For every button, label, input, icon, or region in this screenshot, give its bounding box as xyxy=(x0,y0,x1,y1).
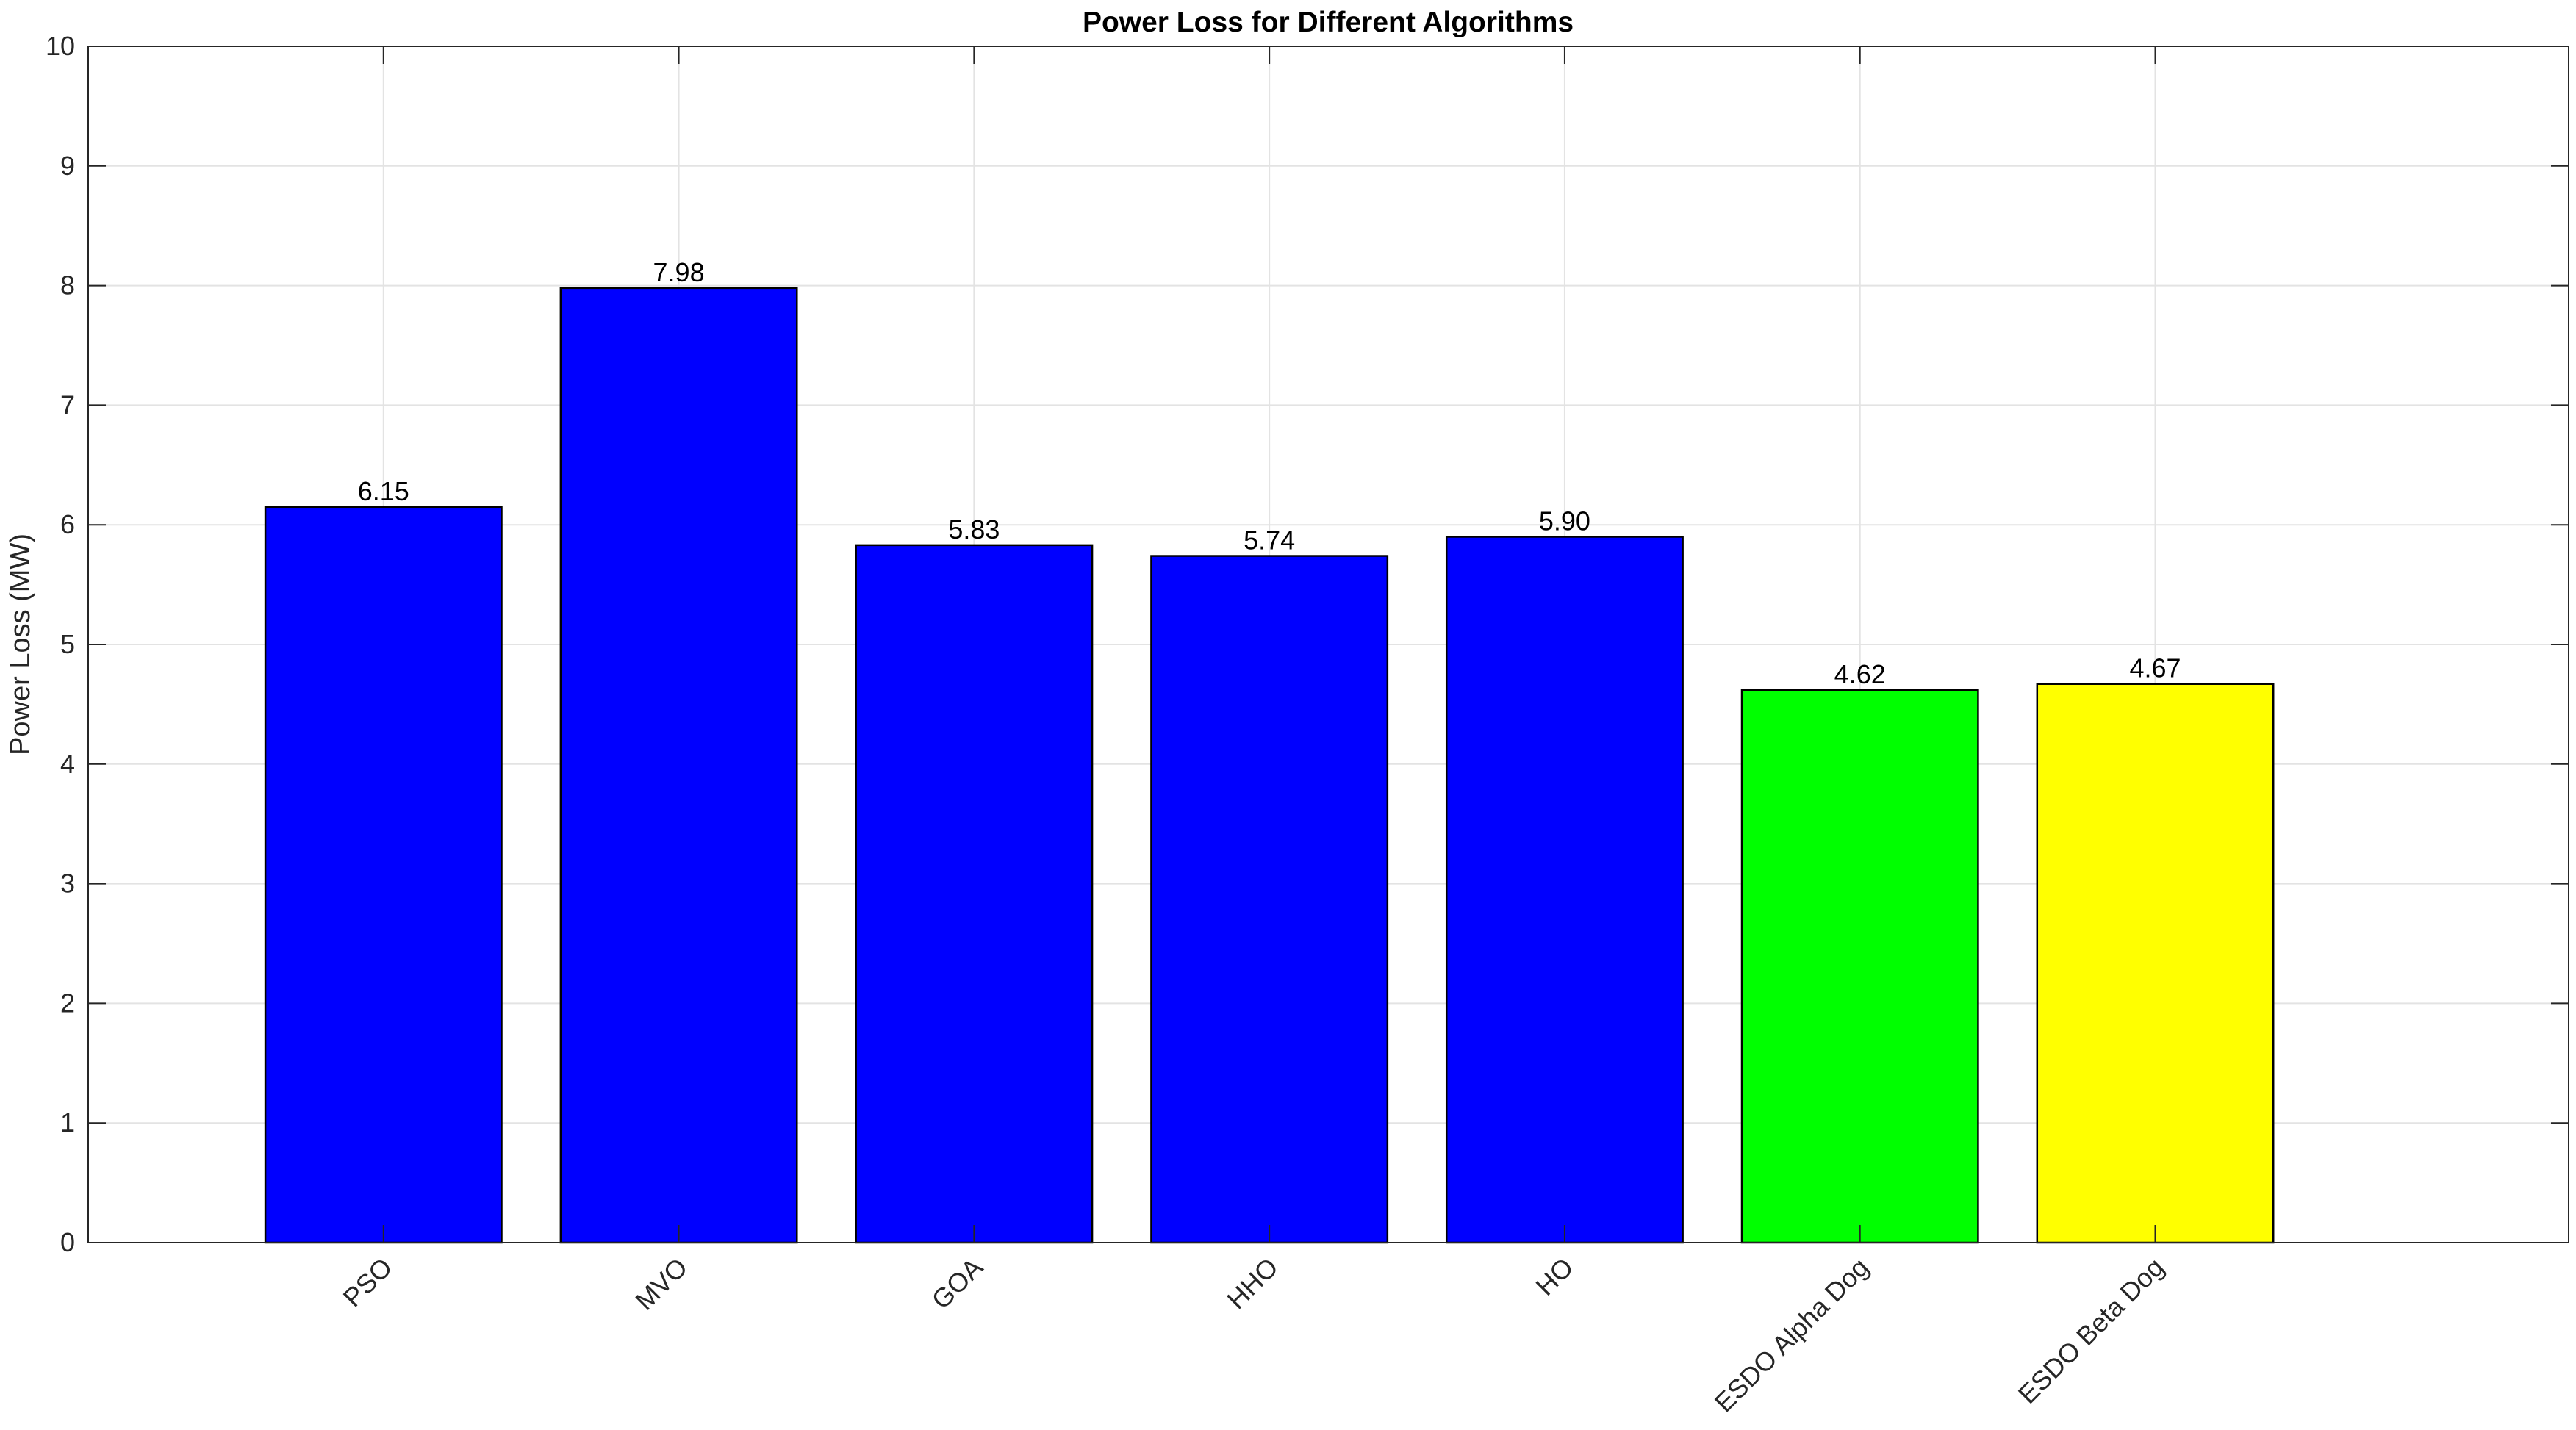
y-axis-label: Power Loss (MW) xyxy=(5,533,36,755)
y-tick-label: 5 xyxy=(60,629,75,659)
y-tick-label: 1 xyxy=(60,1107,75,1138)
bar-esdo-beta-dog xyxy=(2036,683,2275,1244)
data-label: 5.74 xyxy=(1244,525,1295,556)
data-label: 5.90 xyxy=(1539,506,1590,536)
y-tick-label: 6 xyxy=(60,509,75,539)
y-tick-label: 9 xyxy=(60,151,75,181)
data-labels: 6.15 7.98 5.83 5.74 5.90 4.62 4.67 xyxy=(358,257,2181,689)
y-tick-label: 4 xyxy=(60,749,75,779)
tick-marks xyxy=(88,46,2569,1243)
y-tick-label: 10 xyxy=(46,31,75,61)
bar-mvo xyxy=(559,287,798,1244)
y-tick-label: 0 xyxy=(60,1227,75,1257)
bar-pso xyxy=(264,506,503,1244)
y-tick-label: 7 xyxy=(60,389,75,420)
data-label: 7.98 xyxy=(653,257,705,287)
data-label: 6.15 xyxy=(358,476,409,506)
bar-esdo-alpha-dog xyxy=(1740,689,1979,1244)
y-tick-label: 3 xyxy=(60,869,75,899)
data-label: 5.83 xyxy=(948,514,1000,545)
bar-hho xyxy=(1150,555,1389,1244)
bars xyxy=(264,287,2275,1244)
bar-goa xyxy=(855,544,1094,1244)
data-label: 4.67 xyxy=(2129,653,2181,683)
chart-title: Power Loss for Different Algorithms xyxy=(1083,7,1574,38)
bar-ho xyxy=(1445,536,1684,1244)
data-label: 4.62 xyxy=(1834,659,1886,689)
y-tick-label: 8 xyxy=(60,270,75,301)
y-tick-labels: 0 1 2 3 4 5 6 7 8 9 10 xyxy=(46,31,75,1257)
y-tick-label: 2 xyxy=(60,988,75,1018)
